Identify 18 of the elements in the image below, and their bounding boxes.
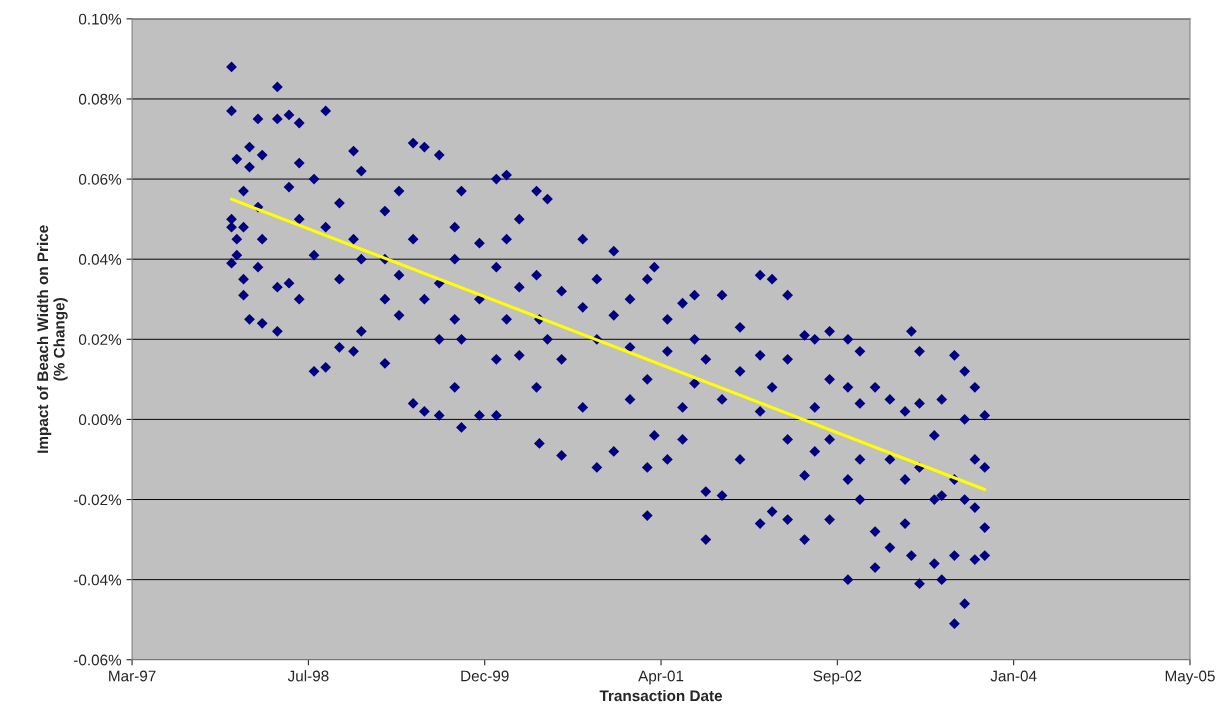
- x-tick-label: Dec-99: [461, 670, 509, 682]
- y-tick-label: 0.06%: [78, 173, 122, 185]
- x-tick-label: May-05: [1165, 670, 1215, 685]
- x-tick-label: Mar-97: [109, 670, 156, 682]
- y-tick-label: 0.10%: [78, 13, 122, 25]
- y-tick-label: -0.06%: [73, 654, 122, 666]
- y-tick-label: 0.00%: [78, 414, 122, 426]
- y-tick-label: 0.08%: [78, 93, 122, 105]
- x-tick-label: Sep-02: [813, 670, 862, 685]
- x-tick-label: Jul-98: [287, 670, 329, 682]
- x-tick-label: Jan-04: [990, 670, 1037, 682]
- y-tick-label: 0.02%: [78, 334, 122, 345]
- y-axis-title: Impact of Beach Width on Price (% Change): [36, 225, 68, 453]
- x-axis-title: Transaction Date: [599, 689, 723, 702]
- y-tick-label: 0.04%: [78, 254, 122, 265]
- x-tick-label: Apr-01: [638, 670, 684, 685]
- y-tick-label: -0.02%: [73, 494, 122, 506]
- y-tick-label: -0.04%: [73, 574, 122, 586]
